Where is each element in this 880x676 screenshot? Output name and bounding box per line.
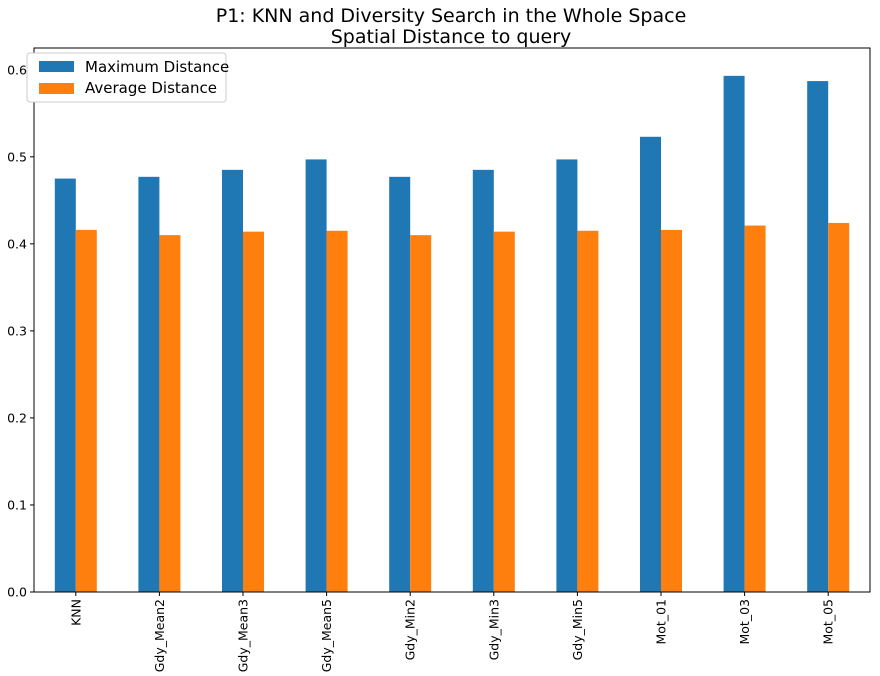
x-tick-label: Gdy_Mean3 (236, 599, 251, 672)
legend-box (26, 52, 227, 103)
bar-maximum-distance-gdy-mean2 (138, 176, 160, 592)
bar-average-distance-mot-05 (828, 222, 850, 593)
bar-maximum-distance-gdy-mean3 (222, 169, 243, 592)
bar-maximum-distance-gdy-min3 (472, 169, 494, 592)
plot-frame (33, 47, 871, 593)
bar-maximum-distance-gdy-mean5 (305, 159, 327, 592)
bars-layer (54, 75, 850, 593)
bar-maximum-distance-mot-05 (807, 81, 829, 593)
bar-average-distance-gdy-min3 (493, 231, 515, 592)
bar-average-distance-gdy-mean2 (159, 235, 181, 593)
chart-title: P1: KNN and Diversity Search in the Whol… (216, 5, 687, 27)
bar-maximum-distance-knn (54, 178, 76, 592)
x-tick-label: Gdy_Min2 (403, 599, 418, 660)
legend-label-average-distance: Average Distance (85, 79, 217, 97)
bar-average-distance-knn (75, 229, 97, 592)
y-tick-label: 0.5 (7, 149, 27, 164)
legend: Maximum Distance Average Distance (26, 52, 229, 103)
y-tick-label: 0.3 (7, 323, 27, 338)
x-tick-label: Mot_01 (654, 599, 669, 645)
bar-average-distance-mot-01 (661, 229, 682, 592)
x-tick-label: Mot_05 (821, 599, 836, 645)
legend-swatch-maximum-distance (39, 61, 74, 72)
y-tick-label: 0.1 (7, 497, 27, 512)
x-tick-label: Mot_03 (737, 599, 752, 645)
bar-maximum-distance-mot-03 (723, 75, 745, 593)
legend-swatch-average-distance (39, 83, 74, 94)
x-tick-label: Gdy_Mean2 (152, 599, 167, 672)
chart-subtitle: Spatial Distance to query (331, 26, 572, 48)
bar-average-distance-gdy-mean3 (243, 231, 264, 592)
bar-average-distance-gdy-min5 (577, 230, 599, 592)
x-tick-label: Gdy_Min5 (570, 599, 585, 660)
y-tick-label: 0.0 (7, 585, 27, 600)
y-tick-label: 0.6 (7, 62, 27, 77)
x-tick-label: Gdy_Mean5 (319, 599, 334, 672)
x-tick-label: KNN (68, 599, 83, 626)
x-tick-label: Gdy_Min3 (486, 599, 501, 660)
bar-maximum-distance-gdy-min2 (389, 176, 411, 592)
legend-label-maximum-distance: Maximum Distance (85, 58, 229, 76)
y-tick-label: 0.2 (7, 410, 27, 425)
x-axis: KNN Gdy_Mean2 Gdy_Mean3 Gdy_Mean5 Gdy_Min2 Gd… (68, 592, 836, 672)
bar-average-distance-gdy-mean5 (326, 230, 348, 592)
bar-average-distance-gdy-min2 (410, 235, 432, 593)
bar-average-distance-mot-03 (744, 225, 766, 593)
bar-maximum-distance-gdy-min5 (556, 159, 578, 592)
bar-maximum-distance-mot-01 (640, 136, 661, 592)
y-axis: 0.0 0.1 0.2 0.3 0.4 0.5 0.6 (7, 62, 34, 600)
y-tick-label: 0.4 (7, 236, 27, 251)
